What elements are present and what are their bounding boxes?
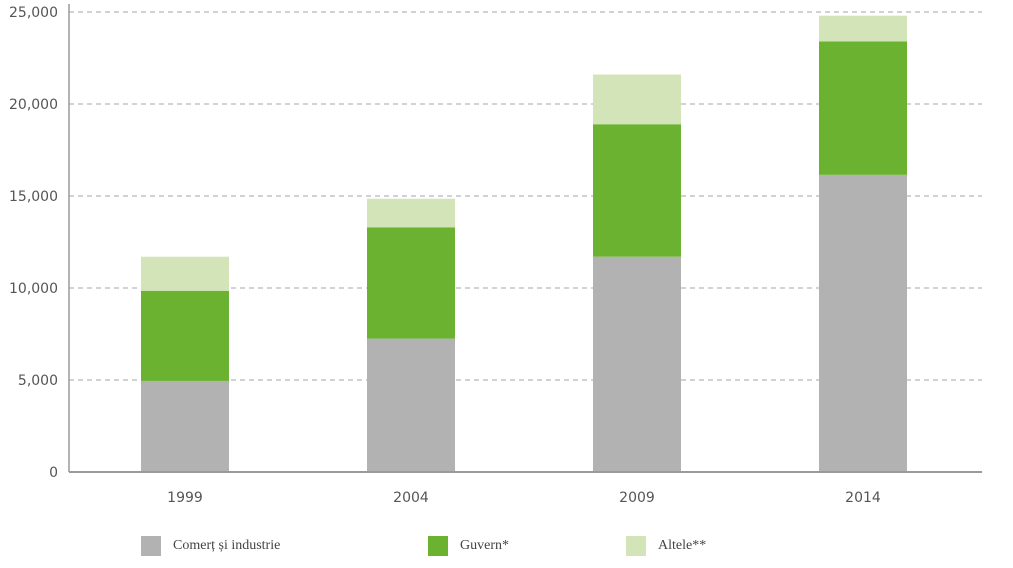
bar-segment (367, 227, 455, 339)
legend-swatch (141, 536, 161, 556)
bar-segment (141, 290, 229, 381)
bar-segment (819, 174, 907, 472)
bar-segment (367, 338, 455, 472)
legend-item-comert-industrie: Comerț și industrie (141, 536, 280, 556)
x-axis-ticks: 1999 2004 2009 2014 (167, 490, 881, 506)
stacked-bar-chart: 0 5,000 10,000 15,000 20,000 25,000 1999 2004 2… (9, 4, 982, 506)
axes (68, 4, 982, 473)
bar-segment (819, 41, 907, 175)
bars (141, 15, 907, 472)
x-tick-label: 1999 (167, 490, 203, 506)
legend-item-altele: Altele** (626, 536, 706, 556)
y-tick-label: 5,000 (18, 373, 58, 389)
y-tick-label: 25,000 (9, 5, 58, 21)
bar-segment (593, 124, 681, 257)
legend-label: Altele** (658, 538, 707, 553)
y-tick-label: 0 (49, 465, 58, 481)
bar-segment (141, 380, 229, 472)
x-tick-label: 2009 (619, 490, 655, 506)
bar-segment (593, 256, 681, 472)
legend-item-guvern: Guvern* (428, 536, 509, 556)
y-tick-label: 10,000 (9, 281, 58, 297)
x-tick-label: 2004 (393, 490, 429, 506)
legend: Comerț și industrie Guvern* Altele** (0, 536, 1013, 562)
y-tick-label: 20,000 (9, 97, 58, 113)
x-tick-label: 2014 (845, 490, 881, 506)
bar-segment (819, 15, 907, 42)
legend-swatch (428, 536, 448, 556)
bar-segment (367, 198, 455, 228)
legend-label: Comerț și industrie (173, 538, 281, 553)
y-axis-ticks: 0 5,000 10,000 15,000 20,000 25,000 (9, 5, 58, 481)
legend-swatch (626, 536, 646, 556)
legend-label: Guvern* (460, 538, 509, 553)
bar-segment (593, 74, 681, 125)
bar-segment (141, 256, 229, 291)
y-tick-label: 15,000 (9, 189, 58, 205)
